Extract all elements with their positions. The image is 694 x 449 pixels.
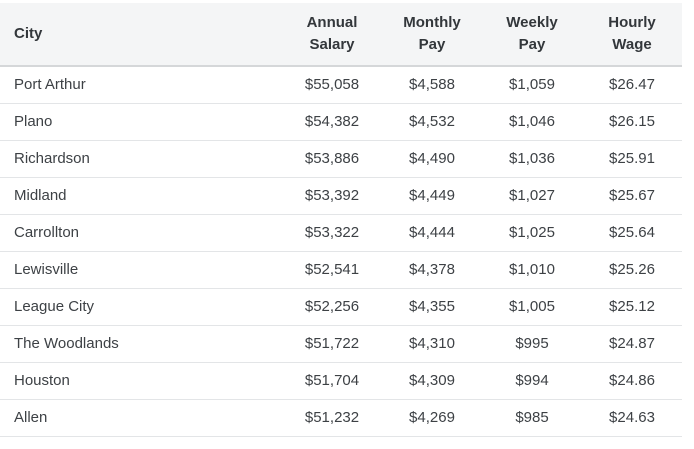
cell-weekly-pay: $1,005 (482, 288, 582, 326)
cell-hourly-wage: $25.26 (582, 251, 682, 289)
cell-monthly-pay: $4,490 (382, 140, 482, 178)
column-header-monthly-pay: Monthly Pay (382, 3, 482, 67)
cell-weekly-pay: $994 (482, 362, 582, 400)
cell-annual-salary: $52,256 (282, 288, 382, 326)
cell-monthly-pay: $4,355 (382, 288, 482, 326)
cell-hourly-wage: $25.67 (582, 177, 682, 215)
cell-city: Plano (0, 103, 282, 141)
cell-city: Allen (0, 399, 282, 437)
cell-hourly-wage: $24.86 (582, 362, 682, 400)
cell-monthly-pay: $4,449 (382, 177, 482, 215)
cell-annual-salary: $55,058 (282, 66, 382, 104)
cell-annual-salary: $54,382 (282, 103, 382, 141)
cell-weekly-pay: $1,010 (482, 251, 582, 289)
cell-monthly-pay: $4,310 (382, 325, 482, 363)
cell-monthly-pay: $4,269 (382, 399, 482, 437)
cell-city: Lewisville (0, 251, 282, 289)
cell-monthly-pay: $4,378 (382, 251, 482, 289)
table-row: Richardson $53,886 $4,490 $1,036 $25.91 (0, 140, 682, 178)
table-header-row: City Annual Salary Monthly Pay Weekly Pa… (0, 3, 682, 67)
cell-hourly-wage: $24.63 (582, 399, 682, 437)
cell-annual-salary: $53,392 (282, 177, 382, 215)
cell-city: Houston (0, 362, 282, 400)
column-header-city: City (0, 3, 282, 67)
table-row: League City $52,256 $4,355 $1,005 $25.12 (0, 288, 682, 326)
cell-weekly-pay: $1,025 (482, 214, 582, 252)
table-row: The Woodlands $51,722 $4,310 $995 $24.87 (0, 325, 682, 363)
table-row: Allen $51,232 $4,269 $985 $24.63 (0, 399, 682, 437)
salary-table: City Annual Salary Monthly Pay Weekly Pa… (0, 3, 682, 437)
cell-hourly-wage: $25.91 (582, 140, 682, 178)
cell-annual-salary: $53,886 (282, 140, 382, 178)
cell-weekly-pay: $1,036 (482, 140, 582, 178)
cell-monthly-pay: $4,309 (382, 362, 482, 400)
cell-hourly-wage: $26.47 (582, 66, 682, 104)
cell-monthly-pay: $4,444 (382, 214, 482, 252)
cell-annual-salary: $51,722 (282, 325, 382, 363)
cell-city: Port Arthur (0, 66, 282, 104)
table-row: Plano $54,382 $4,532 $1,046 $26.15 (0, 103, 682, 141)
column-header-hourly-wage: Hourly Wage (582, 3, 682, 67)
cell-annual-salary: $53,322 (282, 214, 382, 252)
table-row: Lewisville $52,541 $4,378 $1,010 $25.26 (0, 251, 682, 289)
cell-city: Midland (0, 177, 282, 215)
cell-weekly-pay: $985 (482, 399, 582, 437)
cell-weekly-pay: $1,059 (482, 66, 582, 104)
cell-hourly-wage: $25.12 (582, 288, 682, 326)
cell-annual-salary: $51,232 (282, 399, 382, 437)
cell-weekly-pay: $995 (482, 325, 582, 363)
cell-annual-salary: $52,541 (282, 251, 382, 289)
cell-hourly-wage: $26.15 (582, 103, 682, 141)
table-row: Houston $51,704 $4,309 $994 $24.86 (0, 362, 682, 400)
cell-weekly-pay: $1,046 (482, 103, 582, 141)
table-row: Carrollton $53,322 $4,444 $1,025 $25.64 (0, 214, 682, 252)
cell-city: Carrollton (0, 214, 282, 252)
cell-monthly-pay: $4,588 (382, 66, 482, 104)
cell-city: The Woodlands (0, 325, 282, 363)
column-header-weekly-pay: Weekly Pay (482, 3, 582, 67)
cell-city: Richardson (0, 140, 282, 178)
cell-city: League City (0, 288, 282, 326)
cell-hourly-wage: $24.87 (582, 325, 682, 363)
cell-annual-salary: $51,704 (282, 362, 382, 400)
table-row: Midland $53,392 $4,449 $1,027 $25.67 (0, 177, 682, 215)
column-header-annual-salary: Annual Salary (282, 3, 382, 67)
cell-monthly-pay: $4,532 (382, 103, 482, 141)
cell-weekly-pay: $1,027 (482, 177, 582, 215)
table-row: Port Arthur $55,058 $4,588 $1,059 $26.47 (0, 66, 682, 104)
cell-hourly-wage: $25.64 (582, 214, 682, 252)
